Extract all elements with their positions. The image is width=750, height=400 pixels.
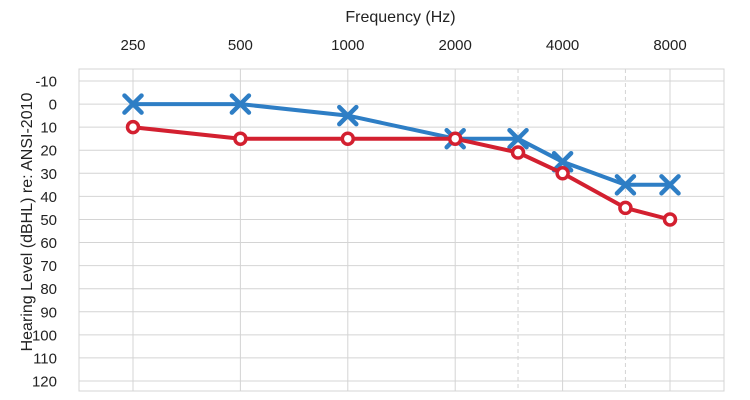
y-tick-label: 120 bbox=[32, 374, 57, 391]
series-layer bbox=[122, 93, 681, 227]
o-marker bbox=[340, 131, 356, 146]
y-tick-label: 110 bbox=[33, 350, 57, 367]
o-marker bbox=[447, 131, 463, 146]
x-marker-stroke bbox=[337, 104, 359, 127]
x-marker-stroke bbox=[507, 127, 529, 150]
x-tick-label: 250 bbox=[120, 37, 145, 54]
x-marker-stroke bbox=[122, 93, 144, 115]
x-marker bbox=[337, 104, 359, 127]
x-marker-stroke bbox=[551, 151, 574, 173]
y-tick-label: 100 bbox=[32, 327, 57, 344]
x-tick-label: 2000 bbox=[439, 37, 472, 54]
y-tick-label: 30 bbox=[40, 166, 57, 183]
x-marker-stroke bbox=[614, 174, 637, 196]
x-tick-label: 500 bbox=[228, 37, 253, 54]
x-marker-stroke bbox=[229, 93, 252, 115]
series-1-line bbox=[131, 102, 672, 187]
o-marker bbox=[618, 200, 633, 216]
x-tick-label: 8000 bbox=[653, 37, 686, 54]
x-tick-label: 1000 bbox=[331, 37, 364, 54]
series-2-line bbox=[131, 125, 672, 222]
y-tick-label: -10 bbox=[35, 74, 57, 91]
label-layer: Frequency (Hz) Hearing Level (dBHL) re: … bbox=[19, 9, 687, 391]
o-marker bbox=[510, 145, 526, 160]
y-axis-title: Hearing Level (dBHL) re: ANSI-2010 bbox=[19, 93, 36, 352]
plot-frame bbox=[78, 68, 725, 392]
o-marker bbox=[233, 131, 248, 146]
y-tick-label: 70 bbox=[40, 258, 57, 275]
y-tick-label: 60 bbox=[40, 235, 57, 252]
y-tick-label: 90 bbox=[40, 304, 57, 321]
x-axis-title: Frequency (Hz) bbox=[345, 9, 455, 26]
x-marker bbox=[614, 174, 637, 196]
x-tick-label: 4000 bbox=[546, 37, 579, 54]
x-marker bbox=[507, 127, 529, 150]
x-marker bbox=[229, 93, 252, 115]
x-marker bbox=[659, 174, 681, 196]
x-marker bbox=[551, 151, 574, 173]
y-tick-label: 20 bbox=[40, 143, 57, 160]
grid-layer bbox=[78, 68, 725, 392]
y-tick-label: 40 bbox=[40, 189, 57, 206]
y-tick-label: 0 bbox=[49, 97, 57, 114]
x-marker-stroke bbox=[659, 174, 681, 196]
o-marker bbox=[125, 119, 141, 135]
y-tick-label: 50 bbox=[40, 212, 57, 229]
o-marker bbox=[662, 212, 678, 227]
o-marker bbox=[555, 166, 570, 181]
y-tick-label: 10 bbox=[40, 120, 57, 137]
x-marker bbox=[122, 93, 144, 115]
y-tick-label: 80 bbox=[40, 281, 57, 298]
